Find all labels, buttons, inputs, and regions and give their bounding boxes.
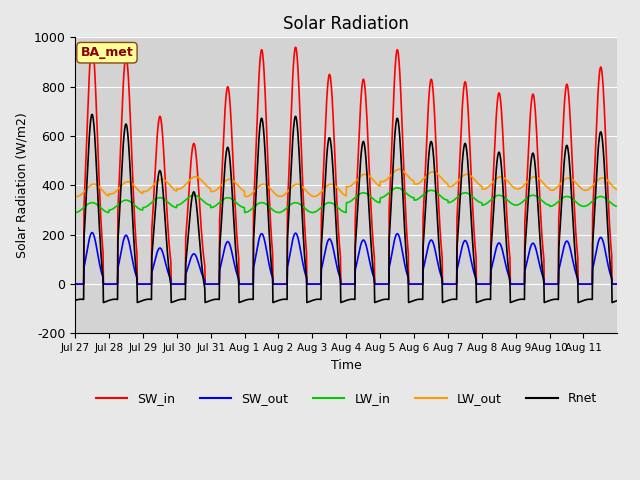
SW_out bbox=[614, 281, 621, 287]
SW_out bbox=[88, 230, 96, 236]
Legend: SW_in, SW_out, LW_in, LW_out, Rnet: SW_in, SW_out, LW_in, LW_out, Rnet bbox=[91, 387, 602, 410]
LW_in bbox=[607, 200, 614, 205]
LW_out bbox=[71, 193, 79, 199]
Rnet bbox=[71, 298, 79, 303]
SW_out bbox=[554, 281, 561, 287]
SW_in bbox=[156, 114, 164, 120]
Title: Solar Radiation: Solar Radiation bbox=[284, 15, 409, 33]
SW_out bbox=[474, 281, 482, 287]
Text: BA_met: BA_met bbox=[81, 46, 133, 59]
LW_in bbox=[474, 199, 482, 204]
LW_in bbox=[554, 199, 561, 205]
Rnet bbox=[607, 271, 615, 277]
LW_out bbox=[322, 184, 330, 190]
LW_in bbox=[156, 195, 164, 201]
LW_out bbox=[156, 177, 164, 182]
LW_out bbox=[554, 183, 562, 189]
Rnet bbox=[333, 230, 340, 236]
Rnet bbox=[614, 298, 621, 303]
Rnet bbox=[157, 169, 164, 175]
X-axis label: Time: Time bbox=[331, 359, 362, 372]
SW_out bbox=[71, 281, 79, 287]
Line: SW_in: SW_in bbox=[75, 45, 618, 284]
LW_in bbox=[71, 210, 79, 216]
LW_out bbox=[73, 193, 81, 199]
Line: SW_out: SW_out bbox=[75, 233, 618, 284]
LW_in bbox=[332, 203, 340, 209]
LW_in bbox=[614, 204, 621, 209]
Rnet bbox=[323, 159, 330, 165]
LW_out bbox=[614, 187, 621, 193]
LW_out bbox=[607, 181, 615, 187]
SW_in bbox=[614, 281, 621, 287]
SW_in bbox=[71, 281, 79, 287]
SW_out bbox=[156, 245, 164, 251]
Rnet bbox=[475, 299, 483, 305]
LW_in bbox=[394, 185, 401, 191]
SW_in bbox=[332, 184, 340, 190]
Line: LW_in: LW_in bbox=[75, 188, 618, 213]
SW_out bbox=[322, 245, 330, 251]
SW_in bbox=[88, 42, 96, 48]
LW_in bbox=[322, 201, 330, 207]
Rnet bbox=[100, 300, 108, 305]
SW_out bbox=[332, 260, 340, 266]
Rnet bbox=[88, 111, 96, 117]
Line: Rnet: Rnet bbox=[75, 114, 618, 302]
Y-axis label: Solar Radiation (W/m2): Solar Radiation (W/m2) bbox=[15, 112, 28, 258]
SW_in bbox=[554, 281, 561, 287]
LW_out bbox=[332, 184, 340, 190]
LW_out bbox=[475, 181, 483, 187]
LW_out bbox=[396, 167, 403, 172]
SW_in bbox=[607, 240, 614, 246]
SW_out bbox=[607, 272, 614, 278]
SW_in bbox=[322, 111, 330, 117]
Line: LW_out: LW_out bbox=[75, 169, 618, 196]
SW_in bbox=[474, 281, 482, 287]
Rnet bbox=[554, 297, 562, 302]
